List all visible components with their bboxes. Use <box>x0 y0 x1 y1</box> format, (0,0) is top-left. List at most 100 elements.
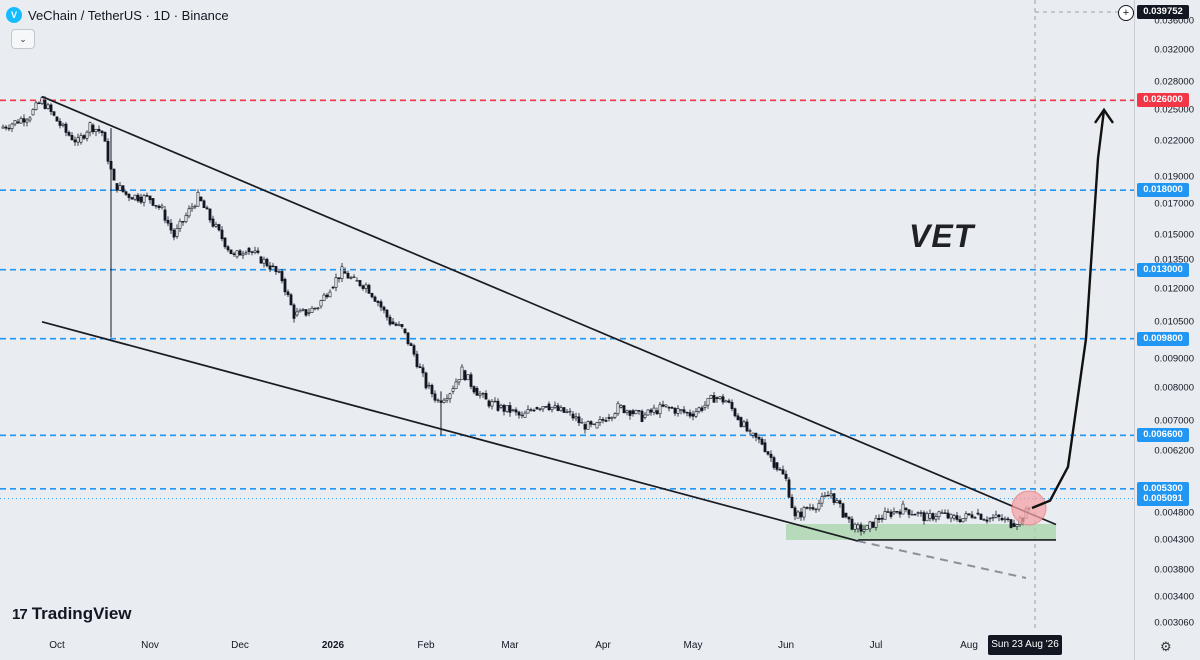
candle-body <box>4 126 8 129</box>
candle <box>445 394 449 403</box>
candle-body <box>994 514 998 518</box>
candle-body <box>85 131 89 139</box>
candle <box>463 369 467 382</box>
candle <box>964 511 968 522</box>
candle <box>949 513 953 523</box>
candle <box>7 124 11 132</box>
candle-body <box>10 123 14 129</box>
candle-body <box>883 511 887 520</box>
candle <box>214 221 218 229</box>
candle-body <box>1009 519 1013 528</box>
candle <box>841 502 845 518</box>
candle-body <box>457 379 461 383</box>
candle-body <box>784 473 788 479</box>
candle <box>1015 523 1019 530</box>
candle-body <box>913 514 917 516</box>
price-tick-label: 0.004300 <box>1154 534 1194 546</box>
chevron-down-icon[interactable]: ⌄ <box>11 29 35 49</box>
candle-body <box>358 280 362 286</box>
candle <box>748 428 752 436</box>
candle <box>223 237 227 249</box>
candle-body <box>517 411 521 416</box>
tradingview-name: TradingView <box>31 604 132 623</box>
candle-body <box>34 102 38 110</box>
candle <box>88 121 92 137</box>
candle <box>415 350 419 369</box>
candle-body <box>7 127 11 130</box>
price-tick-label: 0.032000 <box>1154 44 1194 56</box>
candle-body <box>577 416 581 424</box>
candle-body <box>952 515 956 519</box>
candle <box>610 416 614 422</box>
candle <box>544 406 548 408</box>
candle-body <box>586 421 590 430</box>
candle <box>142 193 146 207</box>
candle <box>394 322 398 327</box>
candle <box>34 100 38 111</box>
chart-plot-area[interactable] <box>0 0 1134 660</box>
candle-body <box>787 479 791 498</box>
candle-body <box>961 518 965 523</box>
candle <box>334 273 338 292</box>
candle-body <box>427 384 431 387</box>
candle <box>796 510 800 519</box>
candle <box>139 193 143 205</box>
add-plus-icon[interactable]: + <box>1118 5 1134 21</box>
candle <box>820 492 824 508</box>
symbol-header[interactable]: V VeChain / TetherUS · 1D · Binance <box>6 7 229 23</box>
candle-body <box>937 511 941 517</box>
candle <box>646 409 650 416</box>
candle <box>424 371 428 390</box>
candle-body <box>292 304 296 319</box>
candle <box>985 516 989 524</box>
candle <box>514 407 518 416</box>
grid-layer <box>1034 0 1134 632</box>
candle <box>163 206 167 224</box>
candle <box>538 407 542 412</box>
candle-body <box>736 415 740 421</box>
candle-body <box>529 409 533 411</box>
gear-icon[interactable]: ⚙ <box>1160 639 1172 654</box>
candle-body <box>931 513 935 520</box>
candle-body <box>469 374 473 387</box>
candle <box>766 450 770 456</box>
candle <box>460 364 464 380</box>
candle-body <box>169 222 173 231</box>
candle <box>94 128 98 137</box>
candle-body <box>28 117 32 121</box>
candle-body <box>283 278 287 293</box>
candle <box>862 525 866 534</box>
candle-body <box>700 407 704 411</box>
candle <box>652 404 656 416</box>
trendline-layer[interactable] <box>41 95 1057 579</box>
candle <box>190 203 194 212</box>
candle-body <box>247 247 251 253</box>
candle <box>211 215 215 228</box>
candle <box>310 305 314 313</box>
candle-body <box>847 516 851 520</box>
candle <box>754 432 758 442</box>
candle-body <box>949 513 953 519</box>
candle <box>769 450 773 462</box>
level-tag-0.018000: 0.018000 <box>1137 183 1189 198</box>
candle-body <box>724 400 728 403</box>
candle-body <box>841 503 845 518</box>
candle <box>1003 516 1007 523</box>
candle-body <box>532 409 536 412</box>
candle <box>859 522 863 536</box>
candle <box>319 299 323 309</box>
candle <box>451 385 455 395</box>
candle <box>421 364 425 378</box>
candle <box>565 408 569 414</box>
candle-body <box>928 513 932 519</box>
candle-body <box>658 404 662 415</box>
price-axis[interactable] <box>1134 0 1200 660</box>
candle <box>982 518 986 521</box>
candle <box>157 204 161 211</box>
candle-body <box>184 215 188 222</box>
candle-body <box>793 507 797 517</box>
candle-body <box>769 453 773 458</box>
candle <box>640 409 644 423</box>
candle <box>628 409 632 420</box>
